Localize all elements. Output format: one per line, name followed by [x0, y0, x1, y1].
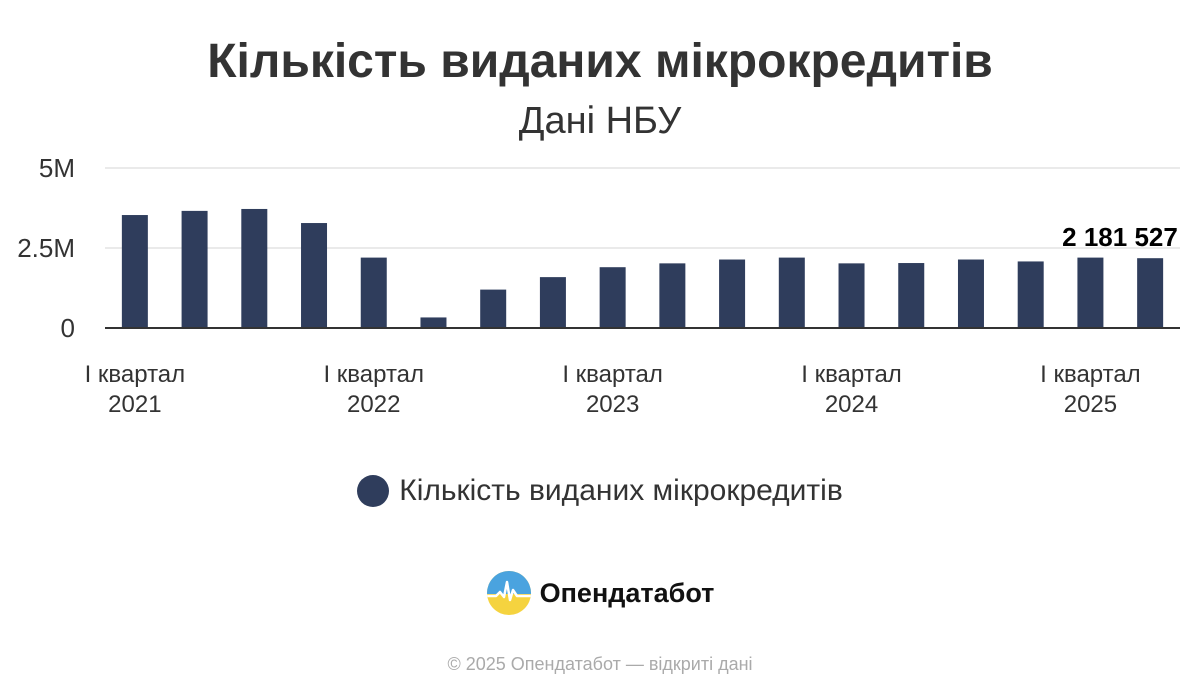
y-tick-label: 5M	[39, 153, 75, 183]
bar	[1017, 261, 1044, 328]
x-tick-label: I квартал	[323, 361, 424, 388]
bar	[778, 257, 805, 328]
bar	[838, 263, 865, 328]
x-tick-label-year: 2023	[586, 391, 639, 418]
legend-marker-icon	[357, 475, 390, 507]
x-tick-label: I квартал	[562, 361, 663, 388]
brand-logo: Опендатабот	[0, 570, 1200, 616]
chart-subtitle: Дані НБУ	[518, 100, 682, 142]
bar	[241, 208, 268, 328]
bar	[898, 263, 925, 328]
bar	[1077, 257, 1104, 328]
bar	[181, 210, 208, 328]
opendatabot-logo-icon	[486, 571, 531, 615]
bar	[1137, 258, 1164, 328]
bar	[957, 259, 984, 328]
bar	[121, 215, 148, 328]
bar	[659, 263, 686, 328]
bar	[301, 223, 328, 328]
x-tick-label-year: 2025	[1064, 391, 1117, 418]
x-tick-label: I квартал	[801, 361, 902, 388]
x-tick-label: I квартал	[1040, 361, 1141, 388]
bar	[420, 317, 447, 328]
bar	[599, 267, 626, 328]
y-tick-label: 2.5M	[17, 233, 75, 263]
legend[interactable]: Кількість виданих мікрокредитів	[0, 474, 1200, 508]
data-label: 2 181 527	[1062, 222, 1178, 252]
bar	[719, 259, 746, 328]
x-tick-label: I квартал	[85, 361, 186, 388]
bar	[360, 257, 387, 328]
bar	[480, 289, 507, 328]
x-tick-label-year: 2021	[108, 391, 161, 418]
x-tick-label-year: 2022	[347, 391, 400, 418]
legend-label: Кількість виданих мікрокредитів	[399, 474, 843, 507]
brand-name: Опендатабот	[539, 577, 715, 608]
x-tick-label-year: 2024	[825, 391, 878, 418]
y-tick-label: 0	[61, 313, 75, 343]
chart-title: Кількість виданих мікрокредитів	[207, 35, 993, 88]
bar	[539, 277, 566, 328]
footer-copyright: © 2025 Опендатабот — відкриті дані	[447, 654, 753, 674]
bar-chart: 0 2.5M 5M I квартал 2021 I квартал 2022 I кварт…	[17, 153, 1180, 418]
